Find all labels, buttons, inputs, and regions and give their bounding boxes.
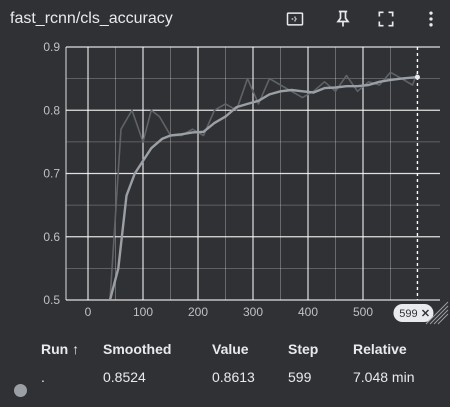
y-tick-label: 0.7 — [43, 167, 60, 181]
cell-value: 0.8613 — [212, 369, 255, 385]
resize-hatch — [433, 309, 449, 325]
x-tick-label: 0 — [85, 305, 92, 319]
chart-grid — [65, 46, 440, 301]
chart-title: fast_rcnn/cls_accuracy — [10, 10, 173, 27]
pin-icon[interactable] — [330, 6, 356, 32]
chart-ticks: 0 100 200 300 400 500 0.5 0.6 0.7 0.8 0.9 — [43, 42, 373, 319]
x-tick-label: 200 — [188, 305, 208, 319]
resize-hatch — [425, 301, 449, 325]
header-run[interactable]: Run ↑ — [41, 341, 80, 357]
card-header: fast_rcnn/cls_accuracy — [0, 0, 450, 42]
hover-indicator: 599 — [393, 47, 449, 325]
fullscreen-icon[interactable] — [373, 6, 399, 32]
run-table: Run ↑ Smoothed Value Step Relative . 0.8… — [0, 332, 450, 407]
cell-run: . — [41, 369, 45, 385]
step-badge — [393, 304, 434, 322]
x-tick-label: 400 — [298, 305, 318, 319]
y-tick-label: 0.8 — [43, 103, 60, 117]
line-chart[interactable]: 0 100 200 300 400 500 0.5 0.6 0.7 0.8 0.9 599 — [0, 42, 450, 330]
x-tick-label: 100 — [133, 305, 153, 319]
fit-domain-icon[interactable] — [282, 6, 308, 32]
cell-step: 599 — [288, 369, 312, 385]
step-badge-close-icon — [421, 309, 429, 317]
chart-lines — [108, 71, 419, 300]
series-line-raw — [109, 71, 419, 300]
step-badge-label: 599 — [399, 308, 417, 320]
x-tick-label: 500 — [353, 305, 373, 319]
header-value[interactable]: Value — [212, 341, 249, 357]
y-tick-label: 0.9 — [43, 42, 60, 54]
series-line-smoothed — [108, 75, 419, 300]
header-smoothed[interactable]: Smoothed — [103, 341, 172, 357]
run-color-dot[interactable] — [14, 384, 27, 397]
y-tick-label: 0.5 — [43, 293, 60, 307]
header-relative[interactable]: Relative — [353, 341, 407, 357]
x-tick-label: 300 — [243, 305, 263, 319]
resize-hatch — [437, 313, 449, 325]
cell-smoothed: 0.8524 — [103, 369, 146, 385]
resize-hatch — [429, 305, 449, 325]
header-step[interactable]: Step — [288, 341, 319, 357]
hover-point — [414, 74, 420, 80]
y-tick-label: 0.6 — [43, 230, 60, 244]
cell-relative: 7.048 min — [353, 369, 415, 385]
more-vert-icon[interactable] — [418, 6, 444, 32]
